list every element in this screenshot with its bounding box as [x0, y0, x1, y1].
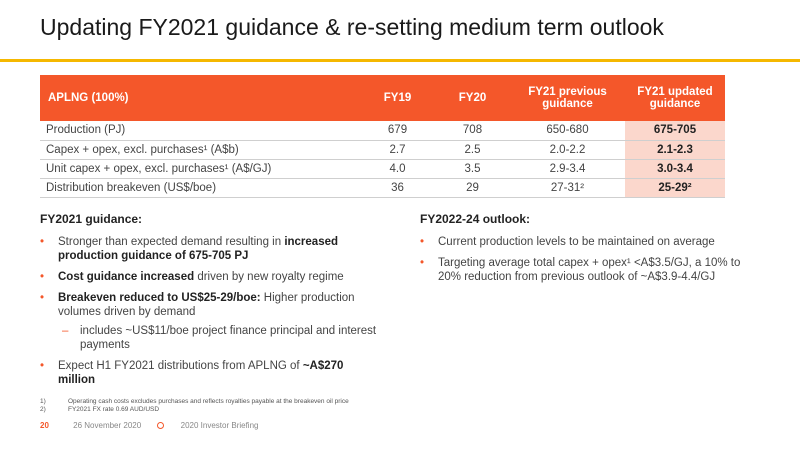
footnotes: 1) Operating cash costs excludes purchase… — [40, 398, 349, 414]
header-fy19: FY19 — [360, 75, 435, 121]
cell-prev: 2.9-3.4 — [510, 159, 625, 179]
cell-fy19: 2.7 — [360, 140, 435, 160]
bullet-list: • Current production levels to be mainta… — [420, 235, 760, 284]
table-row: Production (PJ) 679 708 650-680 675-705 — [40, 121, 725, 141]
header-fy21-previous: FY21 previous guidance — [510, 75, 625, 121]
cell-prev: 2.0-2.2 — [510, 140, 625, 160]
row-label: Distribution breakeven (US$/boe) — [40, 178, 360, 198]
bullet-bold-text: Cost guidance increased — [58, 271, 195, 283]
origin-logo-icon — [157, 422, 165, 429]
cell-prev: 27-31² — [510, 178, 625, 198]
table-row: Distribution breakeven (US$/boe) 36 29 2… — [40, 178, 725, 198]
cell-fy20: 708 — [435, 121, 510, 141]
bullet-icon: • — [40, 292, 45, 304]
header-fy21-updated: FY21 updated guidance — [625, 75, 725, 121]
bullet-text: Expect H1 FY2021 distributions from APLN… — [58, 360, 303, 372]
cell-updated: 675-705 — [625, 121, 725, 141]
footnote-text: Operating cash costs excludes purchases … — [68, 398, 349, 405]
bullet-text: includes ~US$11/boe project finance prin… — [80, 325, 377, 351]
dash-icon: – — [62, 325, 69, 337]
section-heading: FY2021 guidance: — [40, 212, 143, 226]
bullet-icon: • — [40, 360, 45, 372]
bullet-icon: • — [40, 236, 45, 248]
header-aplng: APLNG (100%) — [40, 75, 360, 121]
cell-prev: 650-680 — [510, 121, 625, 141]
bullet-text: Stronger than expected demand resulting … — [58, 236, 285, 248]
title-divider — [0, 59, 800, 62]
cell-fy19: 679 — [360, 121, 435, 141]
bullet-bold-text: ~A$270 million — [58, 360, 344, 386]
row-label: Capex + opex, excl. purchases¹ (A$b) — [40, 140, 360, 160]
footnote: 2) FY2021 FX rate 0.69 AUD/USD — [40, 406, 349, 414]
footer-event: 2020 Investor Briefing — [180, 421, 259, 430]
cell-fy19: 4.0 — [360, 159, 435, 179]
footnote-number: 1) — [40, 398, 46, 405]
bullet-icon: • — [420, 236, 425, 248]
footer-date: 26 November 2020 — [73, 421, 142, 430]
cell-fy20: 3.5 — [435, 159, 510, 179]
cell-fy19: 36 — [360, 178, 435, 198]
list-item: • Current production levels to be mainta… — [420, 235, 760, 249]
bullet-icon: • — [40, 271, 45, 283]
table-row: Unit capex + opex, excl. purchases¹ (A$/… — [40, 159, 725, 179]
page-number: 20 — [40, 421, 49, 430]
cell-fy20: 2.5 — [435, 140, 510, 160]
list-item: • Expect H1 FY2021 distributions from AP… — [40, 359, 380, 387]
bullet-text: Higher production volumes driven by dema… — [58, 292, 355, 318]
header-fy20: FY20 — [435, 75, 510, 121]
table-header-row: APLNG (100%) FY19 FY20 FY21 previous gui… — [40, 75, 725, 121]
bullet-text: driven by new royalty regime — [194, 271, 344, 283]
footnote-text: FY2021 FX rate 0.69 AUD/USD — [68, 406, 160, 413]
cell-fy20: 29 — [435, 178, 510, 198]
list-item: • Targeting average total capex + opex¹ … — [420, 256, 760, 284]
list-item: • Breakeven reduced to US$25-29/boe: Hig… — [40, 291, 380, 319]
cell-updated: 2.1-2.3 — [625, 140, 725, 160]
bullet-bold-text: increased production guidance of 675-705… — [58, 236, 339, 262]
row-label: Production (PJ) — [40, 121, 360, 141]
list-item: • Cost guidance increased driven by new … — [40, 270, 380, 284]
guidance-table: APLNG (100%) FY19 FY20 FY21 previous gui… — [40, 75, 725, 198]
slide-title: Updating FY2021 guidance & re-setting me… — [40, 14, 664, 40]
table-row: Capex + opex, excl. purchases¹ (A$b) 2.7… — [40, 140, 725, 160]
footnote-number: 2) — [40, 406, 46, 413]
bullet-text: Current production levels to be maintain… — [438, 236, 715, 248]
cell-updated: 25-29² — [625, 178, 725, 198]
row-label: Unit capex + opex, excl. purchases¹ (A$/… — [40, 159, 360, 179]
bullet-bold-text: Breakeven reduced to US$25-29/boe: — [58, 292, 261, 304]
fy2022-24-outlook-section: FY2022-24 outlook: • Current production … — [420, 212, 760, 291]
section-heading: FY2022-24 outlook: — [420, 212, 531, 226]
list-sub-item: – includes ~US$11/boe project finance pr… — [40, 324, 380, 352]
list-item: • Stronger than expected demand resultin… — [40, 235, 380, 263]
cell-updated: 3.0-3.4 — [625, 159, 725, 179]
bullet-icon: • — [420, 257, 425, 269]
bullet-text: Targeting average total capex + opex¹ <A… — [438, 257, 741, 283]
footnote: 1) Operating cash costs excludes purchase… — [40, 398, 349, 406]
fy2021-guidance-section: FY2021 guidance: • Stronger than expecte… — [40, 212, 380, 394]
slide-footer: 20 26 November 2020 2020 Investor Briefi… — [40, 421, 258, 430]
bullet-list: • Stronger than expected demand resultin… — [40, 235, 380, 387]
